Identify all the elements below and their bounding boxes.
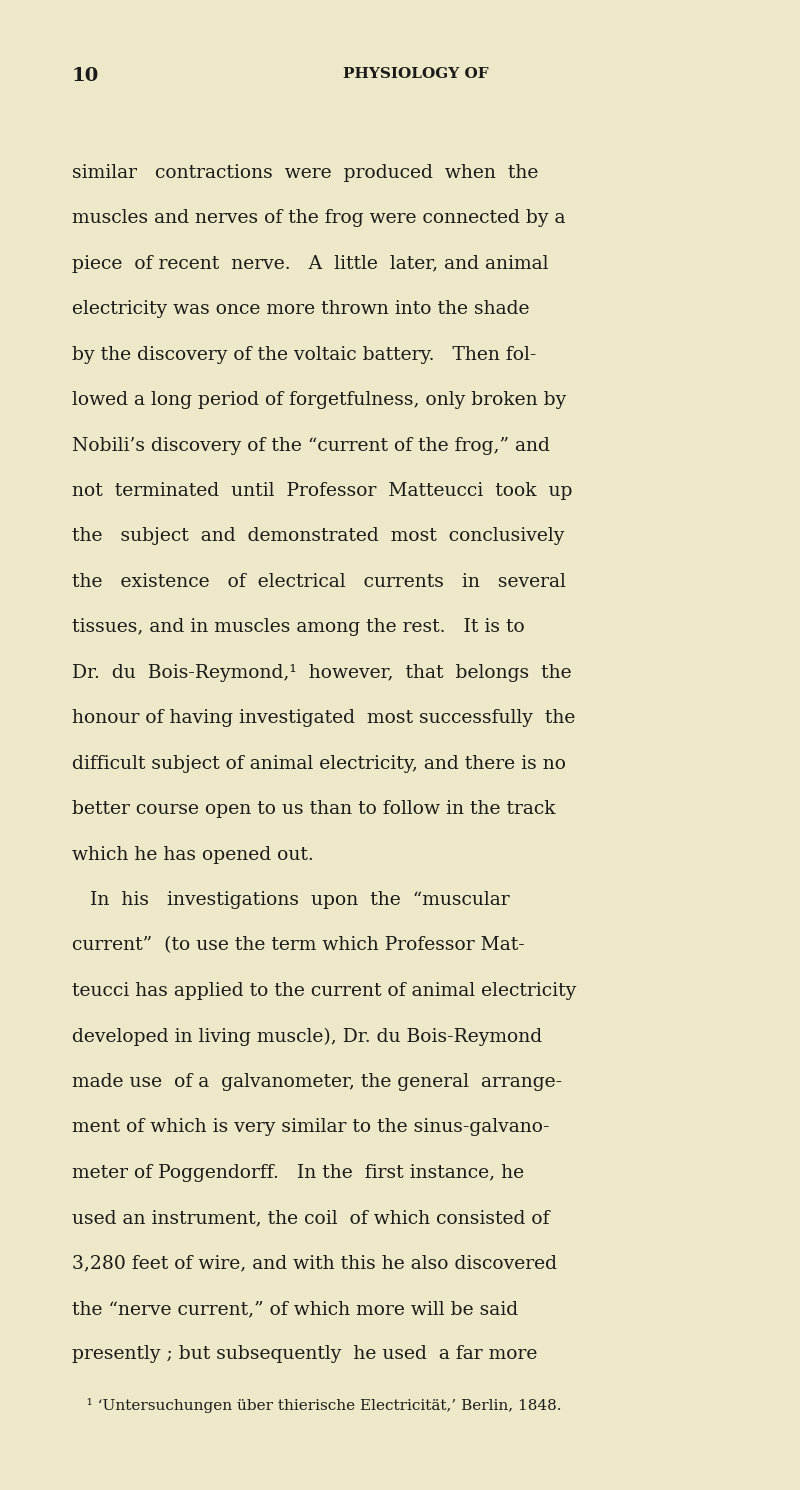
Text: difficult subject of animal electricity, and there is no: difficult subject of animal electricity,… <box>72 754 566 773</box>
Text: which he has opened out.: which he has opened out. <box>72 845 314 864</box>
Text: presently ; but subsequently  he used  a far more: presently ; but subsequently he used a f… <box>72 1345 538 1363</box>
Text: electricity was once more thrown into the shade: electricity was once more thrown into th… <box>72 301 530 319</box>
Text: tissues, and in muscles among the rest.   It is to: tissues, and in muscles among the rest. … <box>72 618 525 636</box>
Text: the “nerve current,” of which more will be said: the “nerve current,” of which more will … <box>72 1299 518 1319</box>
Text: current”  (to use the term which Professor Mat-: current” (to use the term which Professo… <box>72 936 525 955</box>
Text: 3,280 feet of wire, and with this he also discovered: 3,280 feet of wire, and with this he als… <box>72 1255 557 1272</box>
Text: used an instrument, the coil  of which consisted of: used an instrument, the coil of which co… <box>72 1208 550 1228</box>
Text: honour of having investigated  most successfully  the: honour of having investigated most succe… <box>72 709 575 727</box>
Text: meter of Poggendorff.   In the  first instance, he: meter of Poggendorff. In the first insta… <box>72 1164 524 1182</box>
Text: developed in living muscle), Dr. du Bois-Reymond: developed in living muscle), Dr. du Bois… <box>72 1027 542 1046</box>
Text: muscles and nerves of the frog were connected by a: muscles and nerves of the frog were conn… <box>72 210 566 228</box>
Text: piece  of recent  nerve.   A  little  later, and animal: piece of recent nerve. A little later, a… <box>72 255 549 273</box>
Text: ment of which is very similar to the sinus-galvano-: ment of which is very similar to the sin… <box>72 1118 550 1137</box>
Text: Dr.  du  Bois-Reymond,¹  however,  that  belongs  the: Dr. du Bois-Reymond,¹ however, that belo… <box>72 663 572 682</box>
Text: Nobili’s discovery of the “current of the frog,” and: Nobili’s discovery of the “current of th… <box>72 437 550 454</box>
Text: the   existence   of  electrical   currents   in   several: the existence of electrical currents in … <box>72 572 566 592</box>
Text: similar   contractions  were  produced  when  the: similar contractions were produced when … <box>72 164 538 182</box>
Text: 10: 10 <box>72 67 99 85</box>
Text: made use  of a  galvanometer, the general  arrange-: made use of a galvanometer, the general … <box>72 1073 562 1091</box>
Text: teucci has applied to the current of animal electricity: teucci has applied to the current of ani… <box>72 982 576 1000</box>
Text: better course open to us than to follow in the track: better course open to us than to follow … <box>72 800 555 818</box>
Text: ¹ ‘Untersuchungen über thierische Electricität,’ Berlin, 1848.: ¹ ‘Untersuchungen über thierische Electr… <box>72 1398 562 1414</box>
Text: the   subject  and  demonstrated  most  conclusively: the subject and demonstrated most conclu… <box>72 527 564 545</box>
Text: In  his   investigations  upon  the  “muscular: In his investigations upon the “muscular <box>72 891 510 909</box>
Text: not  terminated  until  Professor  Matteucci  took  up: not terminated until Professor Matteucci… <box>72 481 573 501</box>
Text: PHYSIOLOGY OF: PHYSIOLOGY OF <box>343 67 489 80</box>
Text: lowed a long period of forgetfulness, only broken by: lowed a long period of forgetfulness, on… <box>72 390 566 410</box>
Text: by the discovery of the voltaic battery.   Then fol-: by the discovery of the voltaic battery.… <box>72 346 536 364</box>
